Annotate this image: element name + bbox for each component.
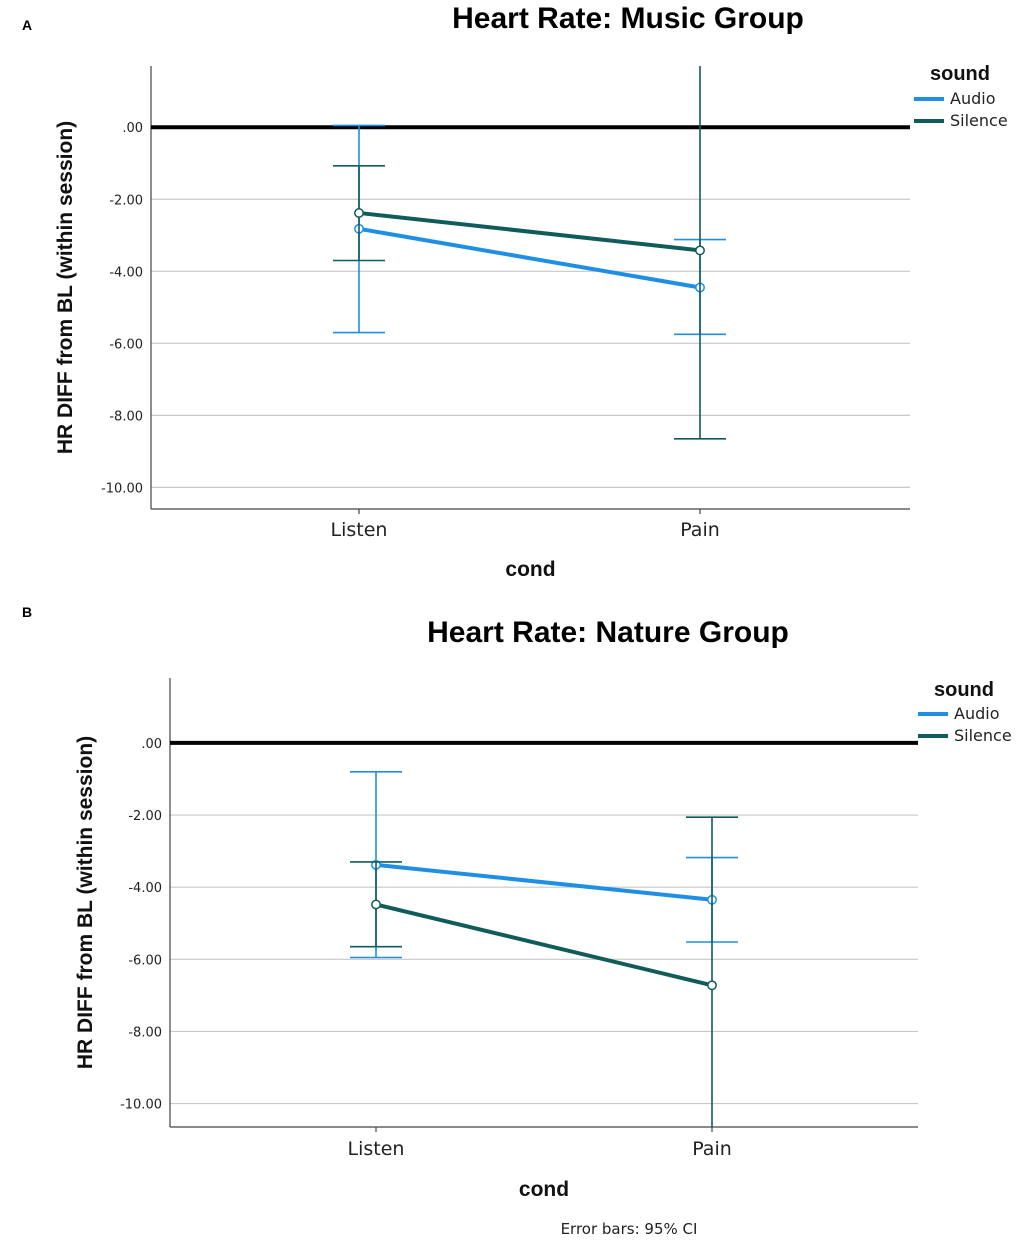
error-bars-footnote: Error bars: 95% CI [561,1220,698,1238]
data-point [707,980,717,991]
legend-label: Audio [950,89,995,108]
x-category-label: Pain [680,519,720,541]
x-axis-title: cond [519,1178,569,1201]
y-tick-label: -8.00 [109,409,143,424]
x-category-label: Listen [348,1138,405,1160]
legend-label: Audio [954,704,999,723]
data-point [695,245,705,256]
x-category-label: Pain [692,1138,732,1160]
panel-a: A Heart Rate: Music Group .00 -2.00 -4.00 -6.… [22,2,1008,581]
panel-b: B Heart Rate: Nature Group .00 -2.00 -4.00 -6… [22,604,1012,1201]
legend: sound Audio Silence [914,63,1008,130]
x-axis-title: cond [505,558,555,581]
panel-letter: B [22,604,32,620]
series-line [358,210,701,253]
y-tick-label: -2.00 [128,809,162,824]
y-tick-label: .00 [141,737,162,752]
y-axis-title: HR DIFF from BL (within session) [54,121,77,454]
series-line [375,862,713,902]
y-tick-label: -4.00 [109,265,143,280]
series-audio [350,770,738,959]
chart-title: Heart Rate: Music Group [452,2,804,35]
chart-title: Heart Rate: Nature Group [427,616,789,649]
legend-title: sound [934,679,994,701]
panel-letter: A [22,17,32,33]
series-line [358,226,701,290]
data-point [371,899,381,910]
y-tick-label: -8.00 [128,1025,162,1040]
legend-label: Silence [954,726,1012,745]
series-line [375,902,713,988]
legend-label: Silence [950,111,1008,130]
series-silence [350,816,738,1127]
legend-title: sound [930,63,990,85]
y-tick-label: -2.00 [109,193,143,208]
y-tick-label: -4.00 [128,881,162,896]
series-silence [333,66,726,440]
data-point [354,207,364,218]
legend: sound Audio Silence [918,679,1012,745]
x-category-label: Listen [331,519,388,541]
y-axis-title: HR DIFF from BL (within session) [74,736,97,1069]
y-tick-label: -6.00 [128,953,162,968]
y-tick-label: .00 [122,121,143,136]
y-tick-label: -10.00 [101,481,143,496]
y-tick-label: -10.00 [120,1098,162,1113]
y-tick-label: -6.00 [109,337,143,352]
